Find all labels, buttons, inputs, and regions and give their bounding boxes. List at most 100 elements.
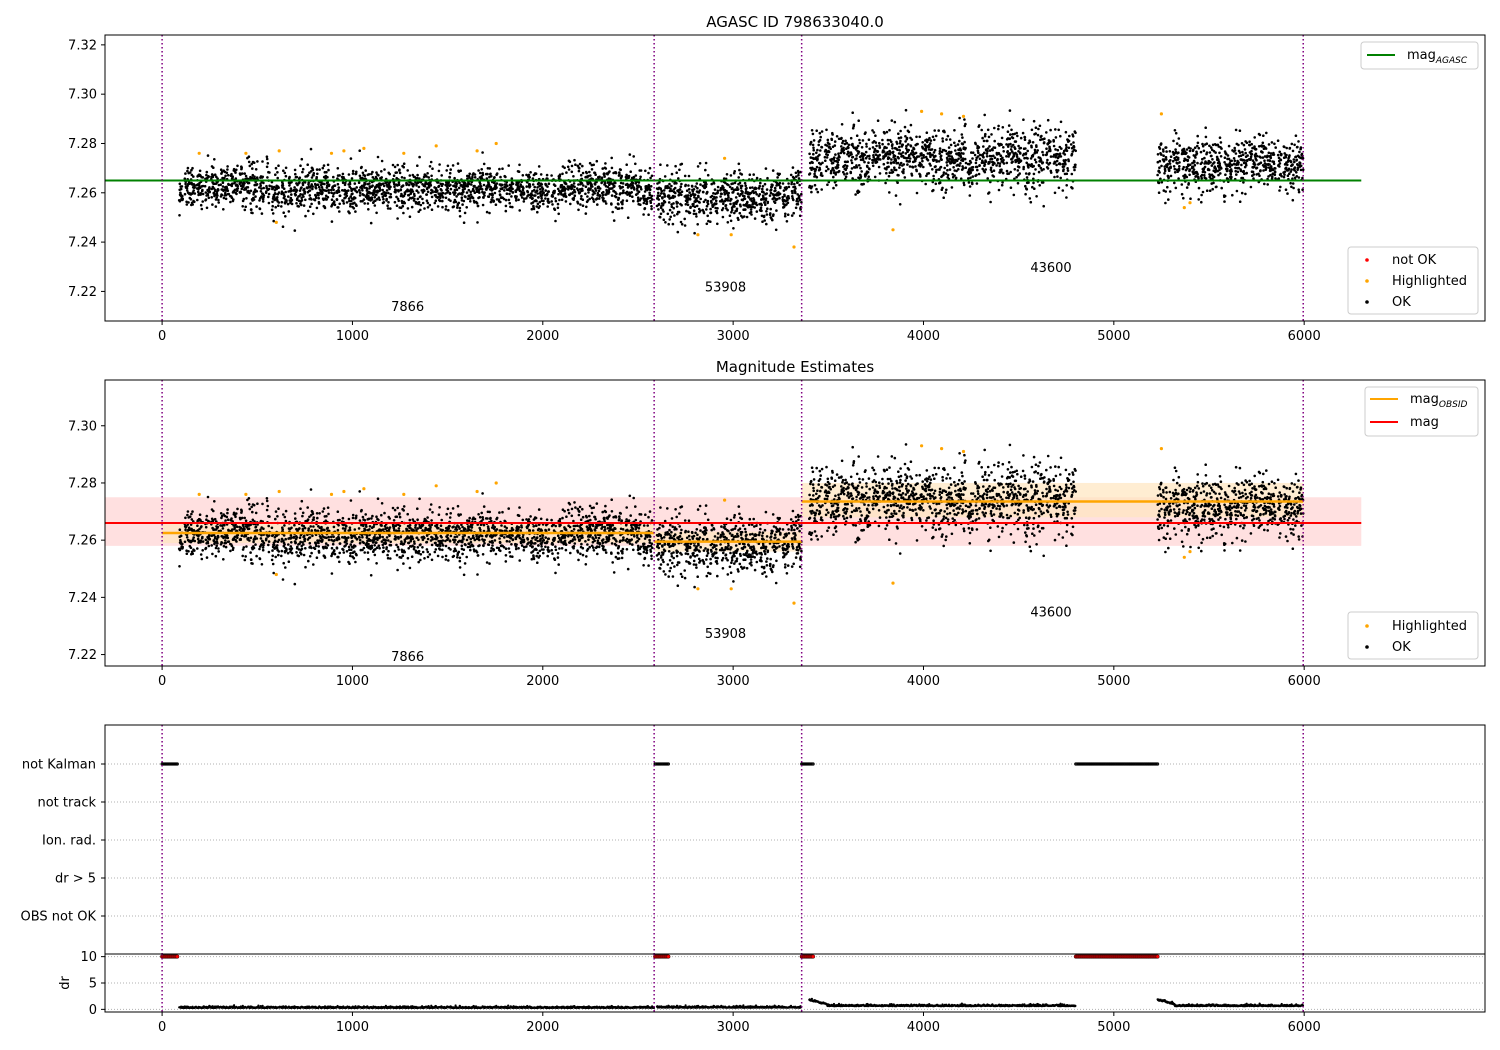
ok-point xyxy=(436,195,440,199)
ok-point xyxy=(1258,133,1262,137)
ok-point xyxy=(659,163,662,166)
ok-point xyxy=(737,218,740,221)
ok-point xyxy=(1185,186,1189,189)
ok-point xyxy=(337,206,340,209)
ok-point xyxy=(773,201,777,204)
ok-point xyxy=(606,181,610,184)
ok-point xyxy=(199,539,203,542)
ok-point xyxy=(577,208,580,212)
ok-point xyxy=(371,184,374,187)
ok-point xyxy=(193,184,196,187)
ok-point xyxy=(396,163,400,167)
ok-point xyxy=(245,197,248,200)
ok-point xyxy=(186,513,189,517)
ok-point xyxy=(617,196,621,200)
ok-point xyxy=(759,206,763,209)
ok-point xyxy=(944,149,948,153)
ok-point xyxy=(999,154,1003,157)
ok-point xyxy=(1265,131,1268,135)
ok-point xyxy=(221,181,225,184)
estimates-title: Magnitude Estimates xyxy=(716,358,874,376)
ok-point xyxy=(691,190,695,193)
ok-point xyxy=(251,211,254,215)
ok-point xyxy=(625,163,628,166)
ok-point xyxy=(310,198,313,201)
ok-point xyxy=(192,175,195,178)
ok-point xyxy=(1157,181,1161,185)
ok-point xyxy=(373,204,377,207)
ok-point xyxy=(1041,161,1045,164)
ok-point xyxy=(809,140,813,144)
ok-point xyxy=(578,166,581,170)
agasc-x-tick-label: 5000 xyxy=(1097,329,1130,344)
ok-point xyxy=(1233,146,1236,150)
ok-point xyxy=(437,181,440,184)
ok-point xyxy=(993,146,997,149)
ok-point xyxy=(234,177,238,180)
ok-point xyxy=(301,183,305,187)
ok-point xyxy=(1204,177,1208,180)
ok-point xyxy=(986,128,990,132)
ok-point xyxy=(698,162,702,165)
ok-point xyxy=(382,197,385,201)
ok-point xyxy=(761,185,765,188)
ok-point xyxy=(1015,175,1018,179)
ok-point xyxy=(1204,126,1207,129)
ok-point xyxy=(1016,134,1019,138)
ok-point xyxy=(394,189,398,192)
ok-point xyxy=(977,146,981,149)
ok-point xyxy=(240,172,244,175)
ok-point xyxy=(1240,191,1244,195)
ok-point xyxy=(1066,167,1069,170)
ok-point xyxy=(729,174,733,177)
ok-point xyxy=(214,188,217,192)
ok-point xyxy=(765,222,768,226)
ok-point xyxy=(326,195,330,199)
ok-point xyxy=(1233,159,1237,162)
ok-point xyxy=(1252,173,1256,176)
ok-point xyxy=(441,191,445,195)
ok-point xyxy=(878,141,881,145)
ok-point xyxy=(827,150,831,154)
ok-point xyxy=(1158,147,1162,150)
ok-point xyxy=(1162,150,1165,153)
ok-point xyxy=(808,172,812,175)
ok-point xyxy=(986,177,989,180)
ok-point xyxy=(500,187,504,190)
highlighted-point xyxy=(723,156,727,160)
legend-not-ok-label: not OK xyxy=(1392,253,1437,268)
ok-point xyxy=(812,152,815,156)
ok-point xyxy=(1013,168,1017,171)
ok-point xyxy=(662,210,665,213)
ok-point xyxy=(891,170,895,174)
ok-point xyxy=(303,187,306,191)
ok-point xyxy=(997,188,1001,192)
ok-point xyxy=(866,170,870,174)
ok-point xyxy=(376,191,379,194)
ok-point xyxy=(437,184,441,188)
ok-point xyxy=(660,189,664,193)
ok-point xyxy=(193,549,196,552)
ok-point xyxy=(657,191,660,195)
ok-point xyxy=(293,186,296,189)
ok-point xyxy=(689,205,692,209)
ok-point xyxy=(603,175,606,178)
ok-point xyxy=(572,175,575,178)
ok-point xyxy=(1241,153,1245,156)
ok-point xyxy=(397,190,400,193)
ok-point xyxy=(650,194,654,198)
ok-point xyxy=(1210,164,1214,167)
ok-point xyxy=(1220,167,1223,170)
ok-point xyxy=(1159,142,1163,145)
ok-point xyxy=(217,201,220,204)
ok-point xyxy=(536,210,539,214)
ok-point xyxy=(855,134,859,137)
ok-point xyxy=(353,182,357,185)
ok-point xyxy=(276,171,279,174)
ok-point xyxy=(702,190,705,194)
ok-point xyxy=(1160,153,1163,156)
ok-point xyxy=(604,202,608,205)
ok-point xyxy=(861,139,865,142)
ok-point xyxy=(1168,190,1172,193)
ok-point xyxy=(898,149,901,152)
